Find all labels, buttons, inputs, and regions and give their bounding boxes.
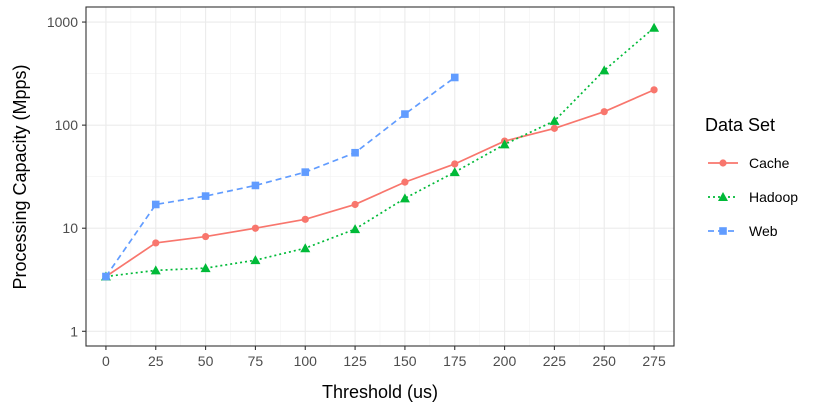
x-tick-label: 175 bbox=[443, 353, 467, 369]
data-point-cache bbox=[550, 124, 559, 132]
series-cache bbox=[102, 86, 658, 281]
data-point-hadoop bbox=[499, 139, 510, 149]
y-tick-label: 100 bbox=[55, 117, 79, 133]
data-point-hadoop bbox=[350, 224, 361, 234]
legend-title: Data Set bbox=[705, 115, 775, 135]
data-point-cache bbox=[251, 224, 260, 232]
legend-label-cache: Cache bbox=[749, 155, 790, 171]
data-point-web bbox=[251, 181, 260, 190]
x-tick-label: 250 bbox=[593, 353, 617, 369]
plot-border bbox=[85, 6, 675, 347]
grid-layer bbox=[86, 7, 674, 346]
x-tick-label: 75 bbox=[248, 353, 264, 369]
legend-label-hadoop: Hadoop bbox=[749, 189, 798, 205]
data-point-web bbox=[351, 148, 359, 157]
data-point-cache bbox=[201, 232, 210, 241]
data-point-cache bbox=[451, 160, 459, 168]
data-point-web bbox=[301, 168, 310, 176]
data-point-web bbox=[201, 192, 210, 200]
data-point-web bbox=[401, 110, 409, 118]
data-point-hadoop bbox=[250, 255, 261, 265]
data-point-web bbox=[102, 272, 110, 281]
axis-layer: 0 25 50 75 100 125 150 175 200 225 250 275 1 10 100 100… bbox=[47, 14, 666, 369]
series-web bbox=[102, 73, 459, 281]
x-tick-label: 125 bbox=[343, 353, 367, 369]
x-axis-title: Threshold (us) bbox=[322, 382, 438, 402]
x-tick-label: 25 bbox=[148, 353, 164, 369]
x-tick-label: 100 bbox=[294, 353, 318, 369]
x-tick-label: 0 bbox=[102, 353, 110, 369]
series-hadoop bbox=[100, 22, 660, 281]
data-point-cache bbox=[301, 215, 309, 223]
legend-key-marker bbox=[719, 159, 727, 167]
series-line-hadoop bbox=[105, 27, 655, 278]
x-tick-label: 275 bbox=[642, 353, 666, 369]
legend-item-web: Web bbox=[708, 223, 778, 239]
data-point-cache bbox=[351, 200, 359, 209]
data-point-hadoop bbox=[200, 263, 211, 273]
y-tick-label: 1 bbox=[70, 323, 78, 339]
x-tick-label: 225 bbox=[543, 353, 567, 369]
series-layer bbox=[100, 22, 660, 281]
y-tick-label: 10 bbox=[62, 220, 78, 236]
data-point-web bbox=[151, 200, 160, 209]
legend-item-hadoop: Hadoop bbox=[708, 189, 798, 205]
legend: Data Set Cache Hadoop Web bbox=[705, 115, 798, 239]
x-tick-label: 50 bbox=[198, 353, 214, 369]
data-point-hadoop bbox=[449, 167, 460, 177]
data-point-hadoop bbox=[300, 243, 311, 253]
series-line-web bbox=[105, 76, 456, 277]
data-point-hadoop bbox=[649, 22, 660, 32]
data-point-web bbox=[450, 73, 459, 82]
series-line-cache bbox=[105, 89, 655, 278]
data-point-hadoop bbox=[599, 65, 610, 75]
legend-item-cache: Cache bbox=[708, 155, 790, 171]
x-tick-label: 200 bbox=[493, 353, 517, 369]
data-point-cache bbox=[600, 108, 608, 116]
x-tick-label: 150 bbox=[393, 353, 417, 369]
data-point-cache bbox=[650, 86, 658, 94]
legend-key-marker bbox=[719, 227, 727, 235]
data-point-cache bbox=[152, 239, 160, 247]
data-point-hadoop bbox=[549, 115, 560, 125]
data-point-cache bbox=[401, 178, 409, 186]
legend-key-marker bbox=[718, 192, 728, 201]
data-point-hadoop bbox=[150, 265, 161, 275]
y-tick-label: 1000 bbox=[47, 14, 78, 30]
y-axis-title: Processing Capacity (Mpps) bbox=[10, 64, 30, 289]
data-point-hadoop bbox=[399, 193, 410, 203]
legend-label-web: Web bbox=[749, 223, 778, 239]
